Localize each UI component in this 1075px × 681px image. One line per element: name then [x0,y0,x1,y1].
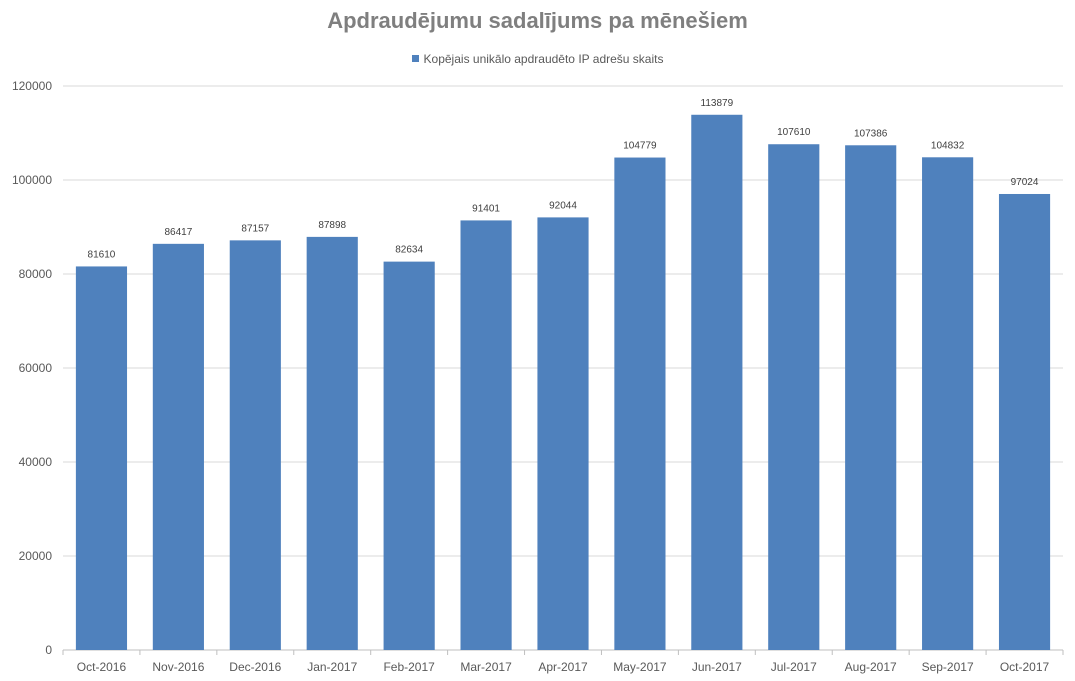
legend-swatch [411,55,419,62]
data-label: 86417 [164,227,192,238]
x-tick-label: Jan-2017 [307,660,357,674]
chart-title: Apdraudējumu sadalījums pa mēnešiem [327,8,748,33]
x-tick-label: Aug-2017 [845,660,897,674]
y-tick-label: 80000 [19,267,53,281]
x-tick-label: Mar-2017 [460,660,512,674]
x-tick-label: Jul-2017 [771,660,817,674]
bar [383,261,435,650]
bar [922,157,974,650]
bar [845,145,897,650]
y-tick-label: 100000 [12,173,52,187]
y-tick-label: 40000 [19,455,53,469]
y-tick-label: 20000 [19,549,53,563]
bar [229,240,281,650]
chart-legend: Kopējais unikālo apdraudēto IP adrešu sk… [0,52,1075,66]
bar [537,217,589,651]
data-label: 82634 [395,245,423,256]
x-tick-label: Oct-2017 [1000,660,1050,674]
bar [768,144,820,650]
legend-label: Kopējais unikālo apdraudēto IP adrešu sk… [423,52,664,66]
x-tick-label: Dec-2016 [229,660,281,674]
y-tick-label: 120000 [12,79,52,93]
y-tick-label: 60000 [19,361,53,375]
bar [998,193,1051,651]
x-tick-label: Jun-2017 [692,660,742,674]
x-tick-label: Sep-2017 [922,660,974,674]
x-tick-label: Nov-2016 [152,660,204,674]
data-label: 87157 [241,223,269,234]
x-tick-label: May-2017 [613,660,667,674]
bar [152,243,204,651]
x-tick-label: Apr-2017 [538,660,588,674]
bar [306,236,358,650]
bar [460,220,512,651]
bar [614,157,666,650]
data-label: 92044 [549,200,577,211]
data-label: 97024 [1011,177,1039,188]
x-tick-label: Feb-2017 [383,660,435,674]
y-tick-label: 0 [45,643,52,657]
data-label: 104832 [931,140,965,151]
data-label: 107386 [854,128,888,139]
data-label: 113879 [701,98,734,109]
bar [75,266,128,650]
data-label: 107610 [777,127,811,138]
x-tick-label: Oct-2016 [77,660,127,674]
data-label: 91401 [472,203,500,214]
data-label: 81610 [88,249,116,260]
bar [691,114,743,651]
data-label: 104779 [623,141,657,152]
data-label: 87898 [318,220,346,231]
